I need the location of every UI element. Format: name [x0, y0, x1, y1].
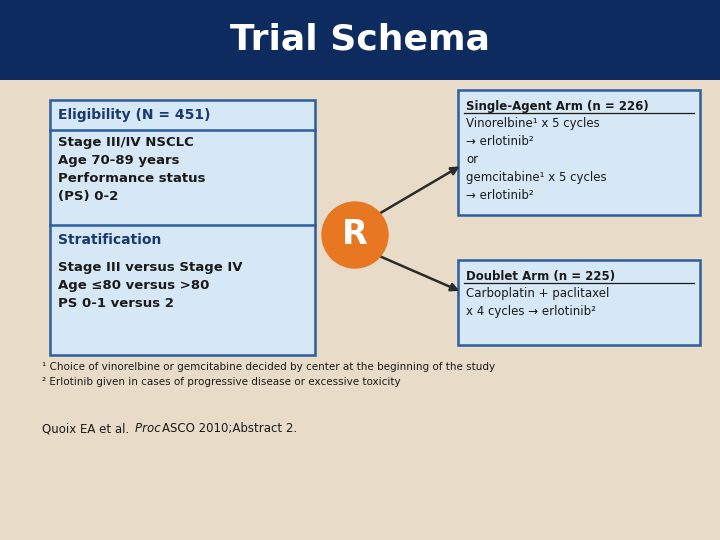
Text: Trial Schema: Trial Schema — [230, 23, 490, 57]
Text: Doublet Arm (n = 225): Doublet Arm (n = 225) — [466, 270, 615, 283]
Text: Eligibility (N = 451): Eligibility (N = 451) — [58, 108, 210, 122]
Text: ASCO 2010;Abstract 2.: ASCO 2010;Abstract 2. — [162, 422, 297, 435]
FancyBboxPatch shape — [458, 90, 700, 215]
Text: R: R — [342, 219, 368, 252]
Text: Stage III/IV NSCLC
Age 70-89 years
Performance status
(PS) 0-2: Stage III/IV NSCLC Age 70-89 years Perfo… — [58, 136, 205, 203]
Text: Stage III versus Stage IV
Age ≤80 versus >80
PS 0-1 versus 2: Stage III versus Stage IV Age ≤80 versus… — [58, 261, 243, 310]
Text: Single-Agent Arm (n = 226): Single-Agent Arm (n = 226) — [466, 100, 649, 113]
FancyBboxPatch shape — [458, 260, 700, 345]
Text: Proc: Proc — [135, 422, 164, 435]
Text: Stratification: Stratification — [58, 233, 161, 247]
Text: Carboplatin + paclitaxel
x 4 cycles → erlotinib²: Carboplatin + paclitaxel x 4 cycles → er… — [466, 287, 609, 318]
FancyBboxPatch shape — [50, 100, 315, 355]
FancyBboxPatch shape — [0, 0, 720, 80]
Circle shape — [322, 202, 388, 268]
Text: Vinorelbine¹ x 5 cycles
→ erlotinib²
or
gemcitabine¹ x 5 cycles
→ erlotinib²: Vinorelbine¹ x 5 cycles → erlotinib² or … — [466, 117, 607, 202]
Text: ¹ Choice of vinorelbine or gemcitabine decided by center at the beginning of the: ¹ Choice of vinorelbine or gemcitabine d… — [42, 362, 495, 372]
Text: Quoix EA et al.: Quoix EA et al. — [42, 422, 133, 435]
Text: ² Erlotinib given in cases of progressive disease or excessive toxicity: ² Erlotinib given in cases of progressiv… — [42, 377, 400, 387]
